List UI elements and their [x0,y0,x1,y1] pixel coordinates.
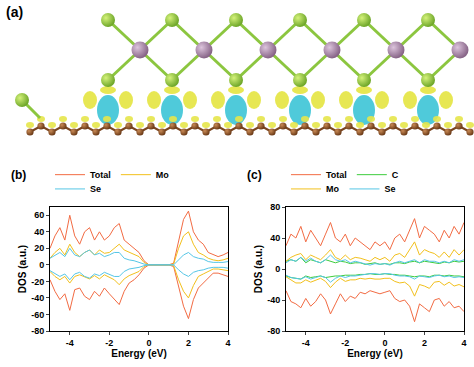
svg-text:0: 0 [275,264,280,274]
svg-text:Mo: Mo [326,184,339,194]
svg-text:0: 0 [39,260,44,270]
svg-text:-4: -4 [302,338,310,348]
svg-text:-40: -40 [31,293,44,303]
svg-text:40: 40 [270,233,280,243]
svg-text:-80: -80 [31,326,44,336]
svg-text:2: 2 [186,338,191,348]
svg-text:40: 40 [34,227,44,237]
svg-text:-20: -20 [31,277,44,287]
svg-text:-40: -40 [267,295,280,305]
svg-text:4: 4 [226,338,231,348]
svg-text:(a): (a) [6,4,23,20]
svg-text:Mo: Mo [156,170,169,180]
svg-text:Se: Se [384,184,395,194]
svg-text:-2: -2 [341,338,349,348]
svg-text:DOS (a.u.): DOS (a.u.) [17,245,28,293]
svg-text:(b): (b) [11,168,26,182]
svg-text:DOS (a.u.): DOS (a.u.) [253,245,264,293]
svg-text:Total: Total [90,170,111,180]
svg-text:C: C [392,170,399,180]
svg-text:0: 0 [382,338,387,348]
svg-text:Se: Se [90,184,101,194]
svg-text:-2: -2 [105,338,113,348]
svg-text:-4: -4 [66,338,74,348]
svg-text:0: 0 [146,338,151,348]
svg-text:Energy (eV): Energy (eV) [111,348,167,359]
svg-text:Total: Total [326,170,347,180]
svg-text:20: 20 [34,243,44,253]
svg-text:4: 4 [461,338,466,348]
svg-text:-80: -80 [267,326,280,336]
svg-text:80: 80 [270,202,280,212]
svg-text:Energy (eV): Energy (eV) [347,348,403,359]
svg-text:-60: -60 [31,310,44,320]
svg-text:(c): (c) [247,168,262,182]
svg-text:60: 60 [34,210,44,220]
svg-text:2: 2 [422,338,427,348]
